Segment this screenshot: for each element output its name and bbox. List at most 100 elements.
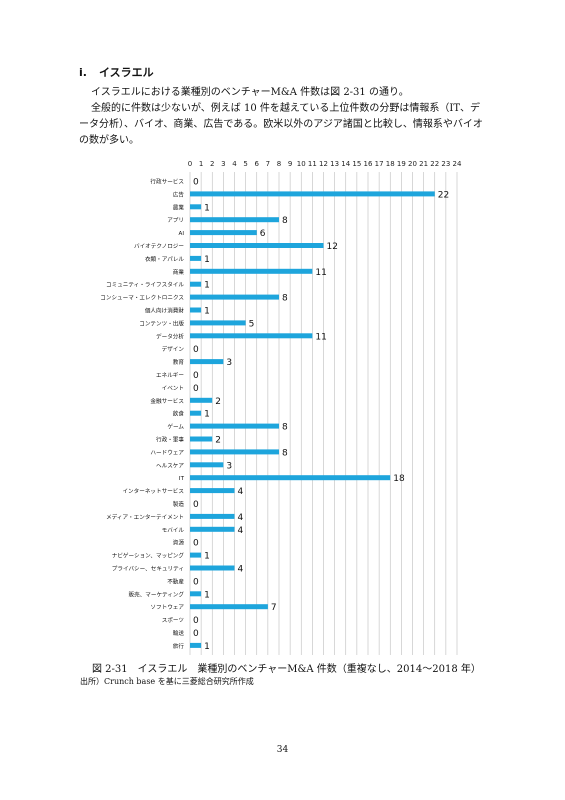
data-label: 4 xyxy=(238,565,244,575)
data-label: 8 xyxy=(282,294,288,304)
category-label: 農業 xyxy=(173,203,185,211)
data-label: 1 xyxy=(204,307,210,317)
x-tick-label: 6 xyxy=(255,160,260,168)
x-tick-label: 14 xyxy=(341,160,350,168)
data-label: 3 xyxy=(226,358,232,368)
category-label: IT xyxy=(179,476,185,482)
category-label: スポーツ xyxy=(162,616,185,624)
data-label: 18 xyxy=(393,474,405,484)
x-tick-label: 5 xyxy=(243,160,247,168)
category-label: データ分析 xyxy=(156,332,184,340)
bar xyxy=(190,359,224,365)
bar xyxy=(190,410,202,416)
category-label: ナビゲーション、マッピング xyxy=(112,552,185,560)
data-label: 1 xyxy=(204,281,210,291)
data-label: 0 xyxy=(193,577,199,587)
category-label: 不動産 xyxy=(167,577,184,585)
x-tick-label: 12 xyxy=(319,160,328,168)
section-heading: i. イスラエル xyxy=(79,64,154,80)
bar xyxy=(190,488,235,494)
bar xyxy=(190,604,268,610)
bar xyxy=(190,423,279,429)
bar xyxy=(190,462,224,468)
x-tick-label: 7 xyxy=(266,160,270,168)
data-label: 1 xyxy=(204,590,210,600)
x-tick-label: 21 xyxy=(419,160,428,168)
bar xyxy=(190,397,213,403)
category-label: エネルギー xyxy=(156,372,184,379)
bar xyxy=(190,230,257,236)
category-label: コンテンツ・出版 xyxy=(139,319,184,327)
bar xyxy=(190,281,202,287)
x-tick-label: 13 xyxy=(330,160,339,168)
category-label: 個人向け消費財 xyxy=(145,307,185,315)
data-label: 8 xyxy=(282,448,288,458)
data-label: 4 xyxy=(238,526,244,536)
category-label: 金融サービス xyxy=(150,397,184,405)
section-number: i. xyxy=(79,66,87,79)
data-label: 12 xyxy=(327,242,338,252)
category-label: 旅行 xyxy=(173,642,185,650)
data-label: 7 xyxy=(271,603,277,613)
data-label: 1 xyxy=(204,410,210,420)
data-label: 0 xyxy=(193,629,199,639)
x-tick-label: 20 xyxy=(408,160,417,168)
category-label: メディア・エンターテイメント xyxy=(106,513,184,521)
data-label: 4 xyxy=(238,487,244,497)
bar xyxy=(190,307,202,313)
x-tick-label: 18 xyxy=(386,160,395,168)
x-tick-label: 8 xyxy=(277,160,281,168)
category-label: AI xyxy=(179,231,185,237)
x-tick-label: 22 xyxy=(430,160,439,168)
bar xyxy=(190,552,202,558)
x-tick-label: 24 xyxy=(453,160,462,168)
category-label: 教育 xyxy=(173,358,185,366)
data-label: 1 xyxy=(204,203,210,213)
category-label: 行政・軍事 xyxy=(156,436,184,444)
category-label: 輸送 xyxy=(173,629,185,637)
category-label: バイオテクノロジー xyxy=(134,243,184,250)
bar xyxy=(190,565,235,571)
x-tick-label: 10 xyxy=(297,160,306,168)
bar xyxy=(190,513,235,519)
data-label: 0 xyxy=(193,384,199,394)
data-label: 4 xyxy=(238,513,244,523)
data-label: 0 xyxy=(193,500,199,510)
figure-caption: 図 2-31 イスラエル 業種別のベンチャーM&A 件数（重複なし、2014〜2… xyxy=(92,664,481,675)
data-label: 5 xyxy=(249,319,255,329)
bar xyxy=(190,642,202,648)
category-label: プライバシー、セキュリティ xyxy=(112,566,184,573)
data-label: 2 xyxy=(215,397,221,407)
data-label: 11 xyxy=(315,332,326,342)
bar xyxy=(190,449,279,455)
bar xyxy=(190,591,202,597)
x-tick-label: 2 xyxy=(210,160,214,168)
category-label: コンシューマ・エレクトロニクス xyxy=(100,295,184,302)
bar xyxy=(190,294,279,300)
paragraph-2: 全般的に件数は少ないが、例えば 10 件を越えている上位件数の分野は情報系（IT… xyxy=(79,103,483,146)
section-title: イスラエル xyxy=(99,66,154,79)
category-label: イベント xyxy=(162,385,184,392)
bar xyxy=(190,436,213,442)
category-label: ハードウェア xyxy=(150,448,184,456)
x-tick-label: 17 xyxy=(375,160,384,168)
data-label: 2 xyxy=(215,436,221,446)
data-label: 0 xyxy=(193,371,199,381)
category-label: 広告 xyxy=(173,190,185,198)
category-label: 行政サービス xyxy=(150,178,184,186)
x-tick-label: 0 xyxy=(188,160,192,168)
bar xyxy=(190,191,435,197)
x-tick-label: 3 xyxy=(221,160,225,168)
data-label: 0 xyxy=(193,345,199,355)
bar xyxy=(190,243,324,248)
bar xyxy=(190,475,391,481)
x-tick-label: 16 xyxy=(364,160,373,168)
x-tick-label: 11 xyxy=(308,160,317,168)
bar xyxy=(190,526,235,532)
x-tick-label: 9 xyxy=(288,160,292,168)
category-label: デザイン xyxy=(162,345,185,353)
data-label: 22 xyxy=(438,190,449,200)
data-label: 1 xyxy=(204,642,210,652)
bar xyxy=(190,333,313,339)
